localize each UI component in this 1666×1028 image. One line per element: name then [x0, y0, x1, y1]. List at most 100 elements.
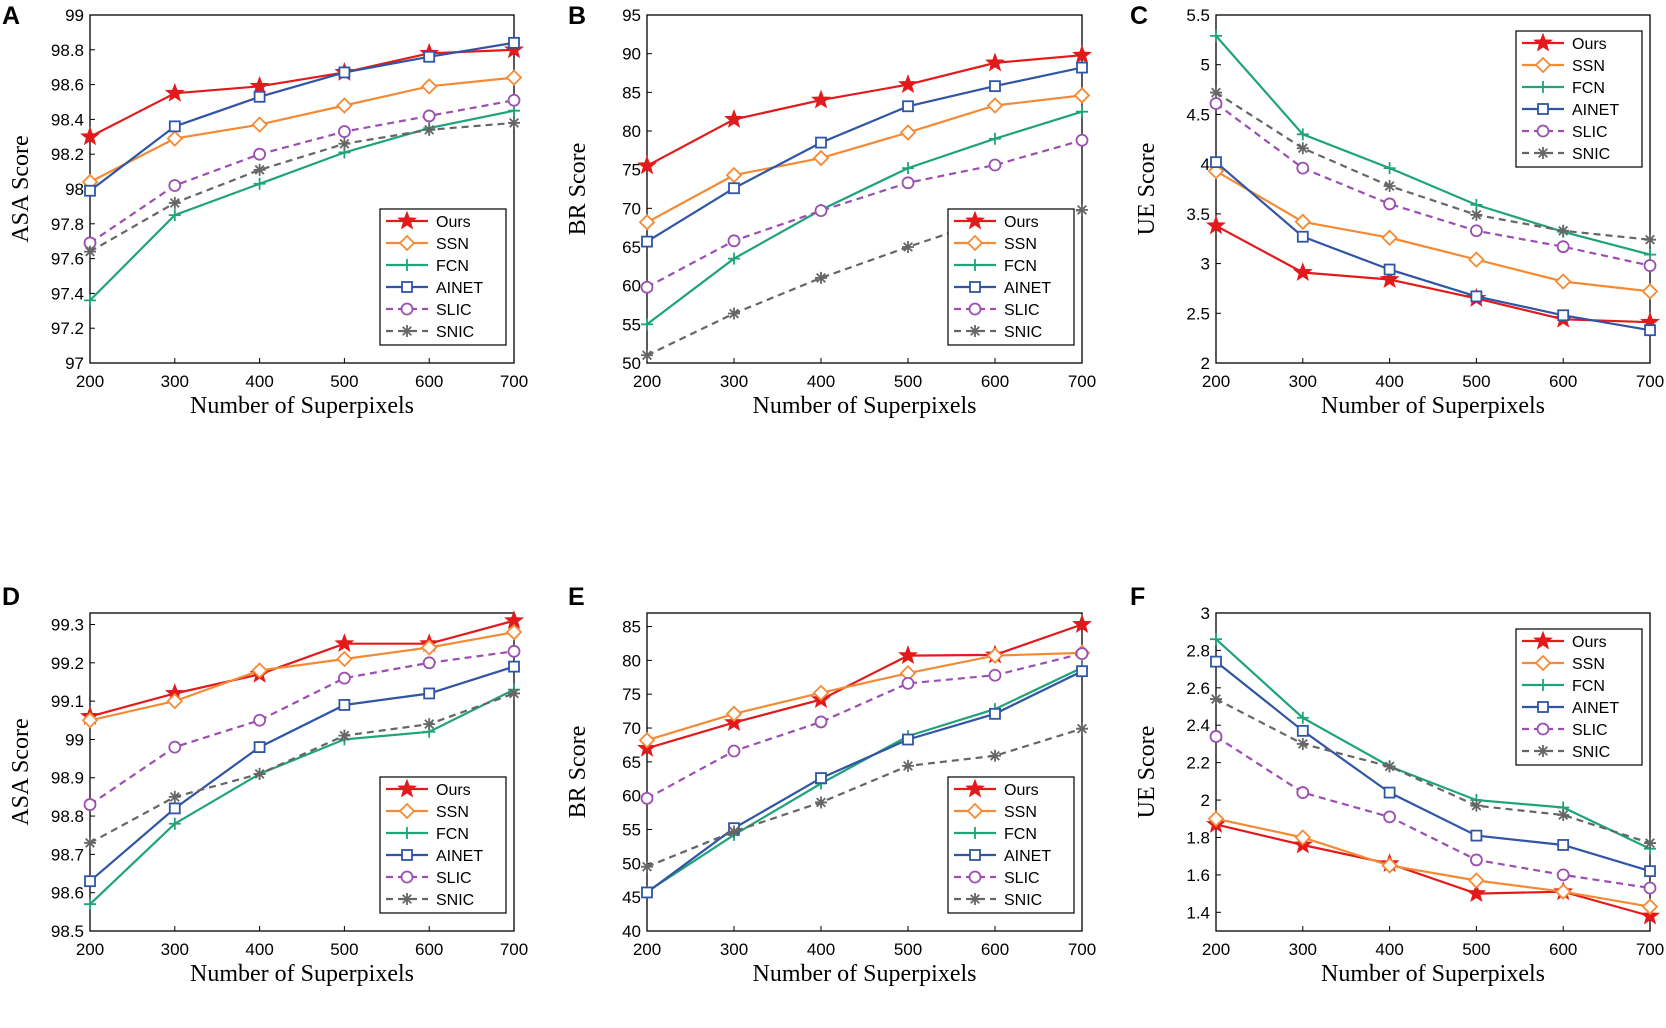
y-axis-title: BR Score	[565, 726, 591, 819]
data-point-ainet	[1296, 230, 1309, 243]
data-point-ainet	[1470, 829, 1483, 842]
data-point-ours	[164, 82, 185, 102]
data-point-snic	[84, 245, 96, 258]
series-line-ours	[1215, 823, 1651, 918]
legend-marker	[965, 210, 985, 230]
chart-panel-c: C 2 2.5 3 3.5 4 4.5 5 5.5 200 300 400 500 600 700 Numbe…	[1130, 2, 1664, 419]
data-point-ours	[811, 89, 831, 109]
data-point-ours	[1072, 614, 1092, 633]
y-tick-label: 55	[622, 315, 641, 334]
legend-label: Ours	[1004, 782, 1039, 799]
legend-frame	[379, 208, 507, 346]
legend-marker	[965, 778, 985, 798]
data-point-ours	[334, 633, 355, 653]
data-point-slic	[168, 740, 182, 754]
x-tick-label: 500	[1462, 372, 1490, 391]
chart-panel-e: E 40 45 50 55 60 65 70 75 80 85 200 300 400 500 600 700 N…	[565, 583, 1096, 987]
y-tick-label: 75	[622, 685, 641, 704]
legend-item-snic: SNIC	[1522, 744, 1610, 761]
series-line-slic	[1215, 102, 1651, 267]
legend-label: Ours	[436, 214, 471, 231]
data-point-slic	[83, 798, 97, 811]
y-tick-label: 80	[622, 651, 641, 670]
legend-item-ours: Ours	[1522, 32, 1607, 53]
data-point-ssn	[1294, 213, 1312, 231]
x-axis-title: Number of Superpixels	[190, 393, 414, 419]
legend-label: SSN	[1004, 236, 1037, 253]
data-point-snic	[1644, 233, 1656, 246]
data-point-fcn	[1210, 29, 1222, 42]
legend-marker	[1537, 147, 1549, 159]
legend-label: AINET	[1004, 848, 1051, 865]
data-point-ainet	[1383, 786, 1396, 799]
data-point-ours	[898, 645, 918, 665]
data-point-fcn	[253, 177, 266, 190]
data-point-ours	[1292, 262, 1313, 281]
x-tick-label: 700	[1068, 940, 1096, 959]
panel-letter: A	[2, 2, 20, 30]
data-point-ssn	[725, 705, 743, 723]
data-point-fcn	[168, 209, 181, 222]
legend: Ours SSN FCN AINET SLIC SNIC	[1515, 30, 1643, 168]
legend-item-slic: SLIC	[954, 302, 1040, 319]
data-point-snic	[815, 271, 827, 284]
data-point-snic	[1557, 809, 1570, 822]
legend-marker	[397, 778, 417, 798]
legend-marker	[1537, 679, 1549, 691]
x-tick-label: 700	[1636, 940, 1664, 959]
data-point-ainet	[815, 136, 827, 149]
legend-label: SLIC	[436, 870, 472, 887]
series-line-ssn	[89, 76, 515, 183]
data-point-ainet	[1076, 61, 1088, 74]
legend-label: SLIC	[1572, 722, 1608, 739]
data-point-ssn	[986, 97, 1004, 114]
x-axis-title: Number of Superpixels	[190, 961, 414, 987]
y-tick-label: 2	[1201, 791, 1210, 810]
data-point-ainet	[641, 886, 653, 899]
data-point-snic	[1076, 203, 1088, 216]
data-point-snic	[728, 825, 740, 838]
legend-item-slic: SLIC	[1522, 722, 1608, 739]
legend-item-snic: SNIC	[1522, 146, 1610, 163]
legend-label: SSN	[436, 804, 469, 821]
legend-item-fcn: FCN	[386, 258, 469, 275]
y-tick-label: 90	[622, 45, 641, 64]
data-point-ssn	[986, 647, 1004, 664]
x-tick-label: 700	[1636, 372, 1664, 391]
x-tick-label: 200	[633, 372, 661, 391]
series-ainet	[1210, 655, 1656, 878]
data-point-slic	[337, 125, 351, 138]
y-axis-title: ASA Score	[8, 135, 34, 242]
legend-frame	[947, 208, 1075, 346]
y-tick-label: 70	[622, 199, 641, 218]
legend-item-ssn: SSN	[386, 802, 469, 821]
legend-label: FCN	[436, 258, 469, 275]
plot-area-frame	[89, 612, 515, 932]
legend-item-ssn: SSN	[954, 234, 1037, 253]
data-point-ssn	[812, 684, 830, 702]
legend-item-ainet: AINET	[954, 280, 1051, 297]
legend-marker	[1537, 81, 1549, 93]
data-point-ours	[1640, 905, 1660, 925]
x-tick-label: 400	[245, 372, 273, 391]
data-point-snic	[641, 860, 653, 873]
data-point-ainet	[253, 741, 266, 753]
data-point-ssn	[812, 149, 830, 167]
y-tick-label: 3	[1201, 604, 1210, 623]
data-point-slic	[640, 791, 654, 805]
data-point-ssn	[1294, 829, 1312, 846]
legend-marker	[398, 234, 416, 252]
chart-panel-d: D 98.5 98.6 98.7 98.8 98.9 99 99.1 99.2 99.3 200 30…	[2, 583, 528, 987]
legend-marker	[969, 827, 981, 839]
data-point-snic	[1383, 760, 1396, 773]
y-tick-label: 98.8	[51, 807, 84, 826]
x-axis-title: Number of Superpixels	[753, 961, 977, 987]
data-point-ssn	[1554, 883, 1572, 900]
data-point-ainet	[338, 699, 351, 711]
series-line-ainet	[89, 41, 515, 192]
data-point-snic	[338, 137, 351, 150]
legend-marker	[401, 259, 413, 271]
y-tick-label: 2.4	[1186, 716, 1210, 735]
data-point-slic	[337, 671, 351, 685]
data-point-snic	[168, 196, 181, 209]
